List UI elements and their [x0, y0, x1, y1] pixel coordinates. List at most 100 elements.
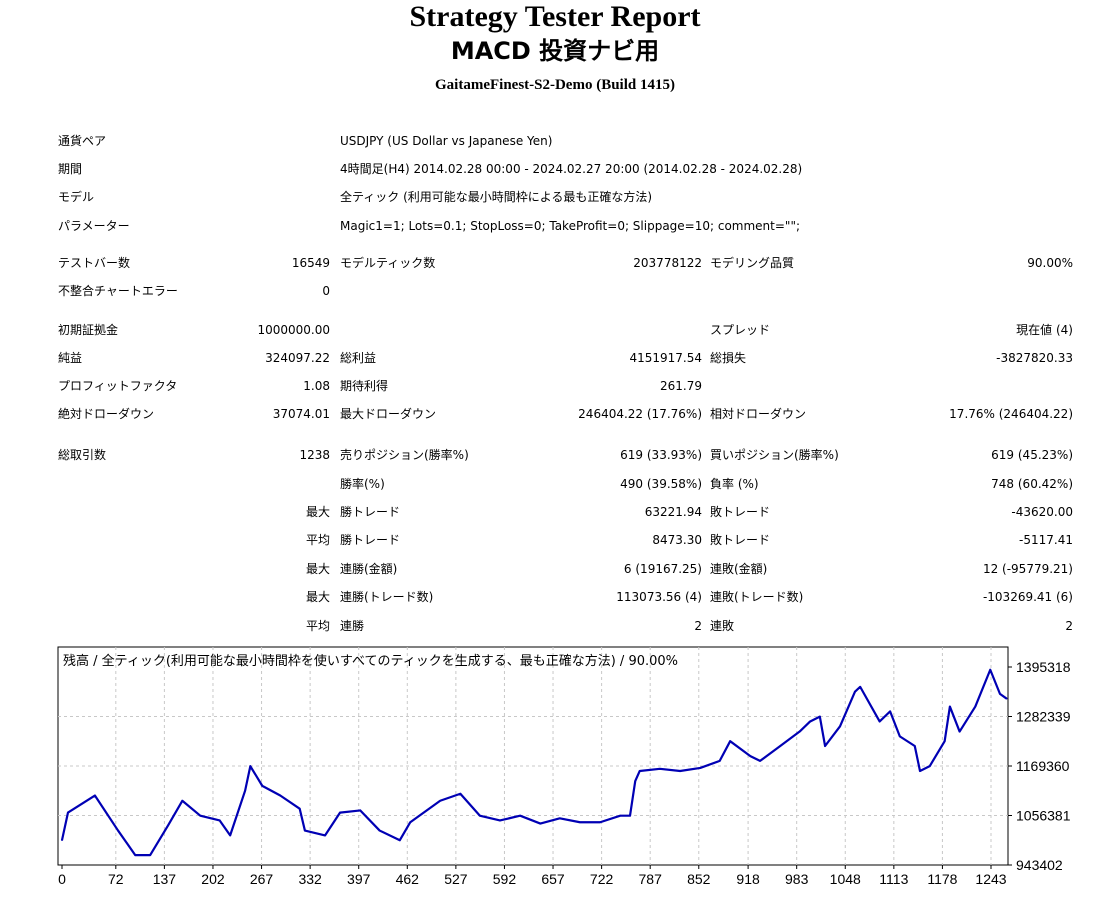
info-row: モデル 全ティック (利用可能な最小時間枠による最も正確な方法): [0, 186, 1110, 208]
stat-label: 買いポジション(勝率%): [710, 448, 839, 462]
balance-point: [749, 755, 752, 757]
chart-title: 残高 / 全ティック(利用可能な最小時間枠を使いすべてのティックを生成する、最も…: [63, 653, 678, 669]
balance-point: [809, 720, 811, 723]
stat-value: 113073.56 (4): [616, 590, 702, 604]
stat-label: 初期証拠金: [58, 323, 119, 337]
stat-label: スプレッド: [710, 323, 771, 337]
stat-value: 203778122: [633, 256, 702, 270]
balance-point: [249, 765, 252, 767]
balance-point: [61, 839, 63, 842]
balance-point: [759, 760, 761, 762]
stat-value: 6 (19167.25): [623, 562, 702, 576]
balance-point: [619, 814, 622, 817]
balance-point: [729, 740, 731, 742]
balance-point: [359, 809, 362, 812]
balance-chart: 943402 1056381 1169360 1282339 1395318 0 72 137…: [57, 646, 1071, 887]
stat-label: 勝率(%): [340, 477, 385, 491]
balance-point: [859, 686, 862, 688]
x-tick-label: 267: [250, 871, 274, 887]
info-label: 期間: [58, 162, 83, 176]
balance-point: [949, 705, 951, 708]
balance-point: [167, 824, 169, 827]
balance-point: [324, 834, 326, 837]
stat-value: 1.08: [303, 379, 330, 393]
balance-point: [779, 745, 782, 747]
stat-label: 総損失: [710, 351, 747, 365]
stat-label: モデルティック数: [340, 256, 436, 270]
stat-value: -3827820.33: [996, 351, 1073, 365]
balance-point: [134, 854, 137, 856]
stat-value: 490 (39.58%): [620, 477, 702, 491]
x-tick-label: 918: [736, 871, 760, 887]
x-tick-label: 787: [639, 871, 663, 887]
stats-row: 初期証拠金 1000000.00 スプレッド 現在値 (4): [0, 319, 1110, 341]
stats-row: 最大 勝トレード 63221.94 敗トレード -43620.00: [0, 501, 1110, 523]
stat-value: 8473.30: [652, 533, 702, 547]
stat-value: 2: [694, 619, 702, 633]
stat-label: 総利益: [340, 351, 377, 365]
x-tick-label: 1048: [830, 871, 861, 887]
balance-point: [1005, 697, 1008, 700]
balance-point: [117, 829, 119, 832]
plot-area: [57, 646, 1009, 866]
stat-label: テストバー数: [58, 256, 131, 270]
balance-point: [899, 735, 901, 738]
balance-point: [974, 705, 977, 708]
stat-label: 敗トレード: [710, 505, 771, 519]
balance-point: [459, 792, 462, 795]
balance-point: [499, 819, 501, 822]
stats-row: 平均 連勝 2 連敗 2: [0, 615, 1110, 637]
stat-label: 連敗(金額): [710, 562, 768, 576]
stat-value: -43620.00: [1011, 505, 1073, 519]
stat-label: 相対ドローダウン: [710, 407, 807, 421]
stat-value: 37074.01: [272, 407, 330, 421]
balance-point: [409, 821, 412, 824]
balance-point: [878, 720, 881, 723]
stat-value: 246404.22 (17.76%): [578, 407, 702, 421]
balance-point: [579, 821, 581, 824]
info-value: USDJPY (US Dollar vs Japanese Yen): [340, 134, 553, 148]
x-tick-label: 202: [201, 871, 225, 887]
stat-value: 748 (60.42%): [991, 477, 1073, 491]
stat-value: 平均: [305, 619, 330, 633]
balance-point: [399, 839, 401, 842]
x-tick-label: 1113: [879, 871, 908, 887]
balance-point: [539, 822, 542, 825]
balance-point: [304, 829, 306, 832]
stat-value: 324097.22: [265, 351, 330, 365]
stat-value: 最大: [305, 590, 330, 604]
stat-value: -103269.41 (6): [982, 590, 1073, 604]
balance-point: [928, 765, 931, 767]
balance-point: [699, 767, 702, 769]
stat-value: 261.79: [660, 379, 702, 393]
balance-point: [244, 789, 246, 792]
stat-label: 負率 (%): [710, 477, 759, 491]
balance-point: [999, 693, 1001, 695]
stat-label: 連勝(金額): [340, 562, 398, 576]
balance-point: [679, 770, 681, 772]
stats-row: テストバー数 16549 モデルティック数 203778122 モデリング品質 90.00…: [0, 252, 1110, 274]
x-tick-label: 592: [493, 871, 517, 887]
balance-point: [229, 834, 231, 837]
stat-label: プロフィットファクタ: [58, 379, 178, 393]
info-label: モデル: [58, 190, 95, 204]
stats-row: 絶対ドローダウン 37074.01 最大ドローダウン 246404.22 (17.76…: [0, 403, 1110, 425]
x-tick-label: 462: [396, 871, 420, 887]
x-tick-label: 1178: [927, 871, 957, 887]
balance-line: [60, 668, 1008, 857]
stat-value: 4151917.54: [629, 351, 702, 365]
server-build: GaitameFinest-S2-Demo (Build 1415): [435, 77, 675, 93]
x-tick-label: 722: [590, 871, 614, 887]
balance-point: [261, 785, 264, 787]
x-tick-label: 983: [785, 871, 809, 887]
stat-value: 619 (33.93%): [620, 448, 702, 462]
balance-point: [94, 794, 96, 797]
stats-row: 不整合チャートエラー 0: [0, 280, 1110, 302]
balance-point: [279, 794, 282, 797]
balance-point: [558, 817, 561, 820]
stat-value: 平均: [305, 533, 330, 547]
info-row: パラメーター Magic1=1; Lots=0.1; StopLoss=0; Ta…: [0, 215, 1110, 237]
stat-label: 勝トレード: [340, 505, 401, 519]
info-row: 期間 4時間足(H4) 2014.02.28 00:00 - 2024.02.27…: [0, 158, 1110, 180]
stat-label: 絶対ドローダウン: [58, 407, 155, 421]
